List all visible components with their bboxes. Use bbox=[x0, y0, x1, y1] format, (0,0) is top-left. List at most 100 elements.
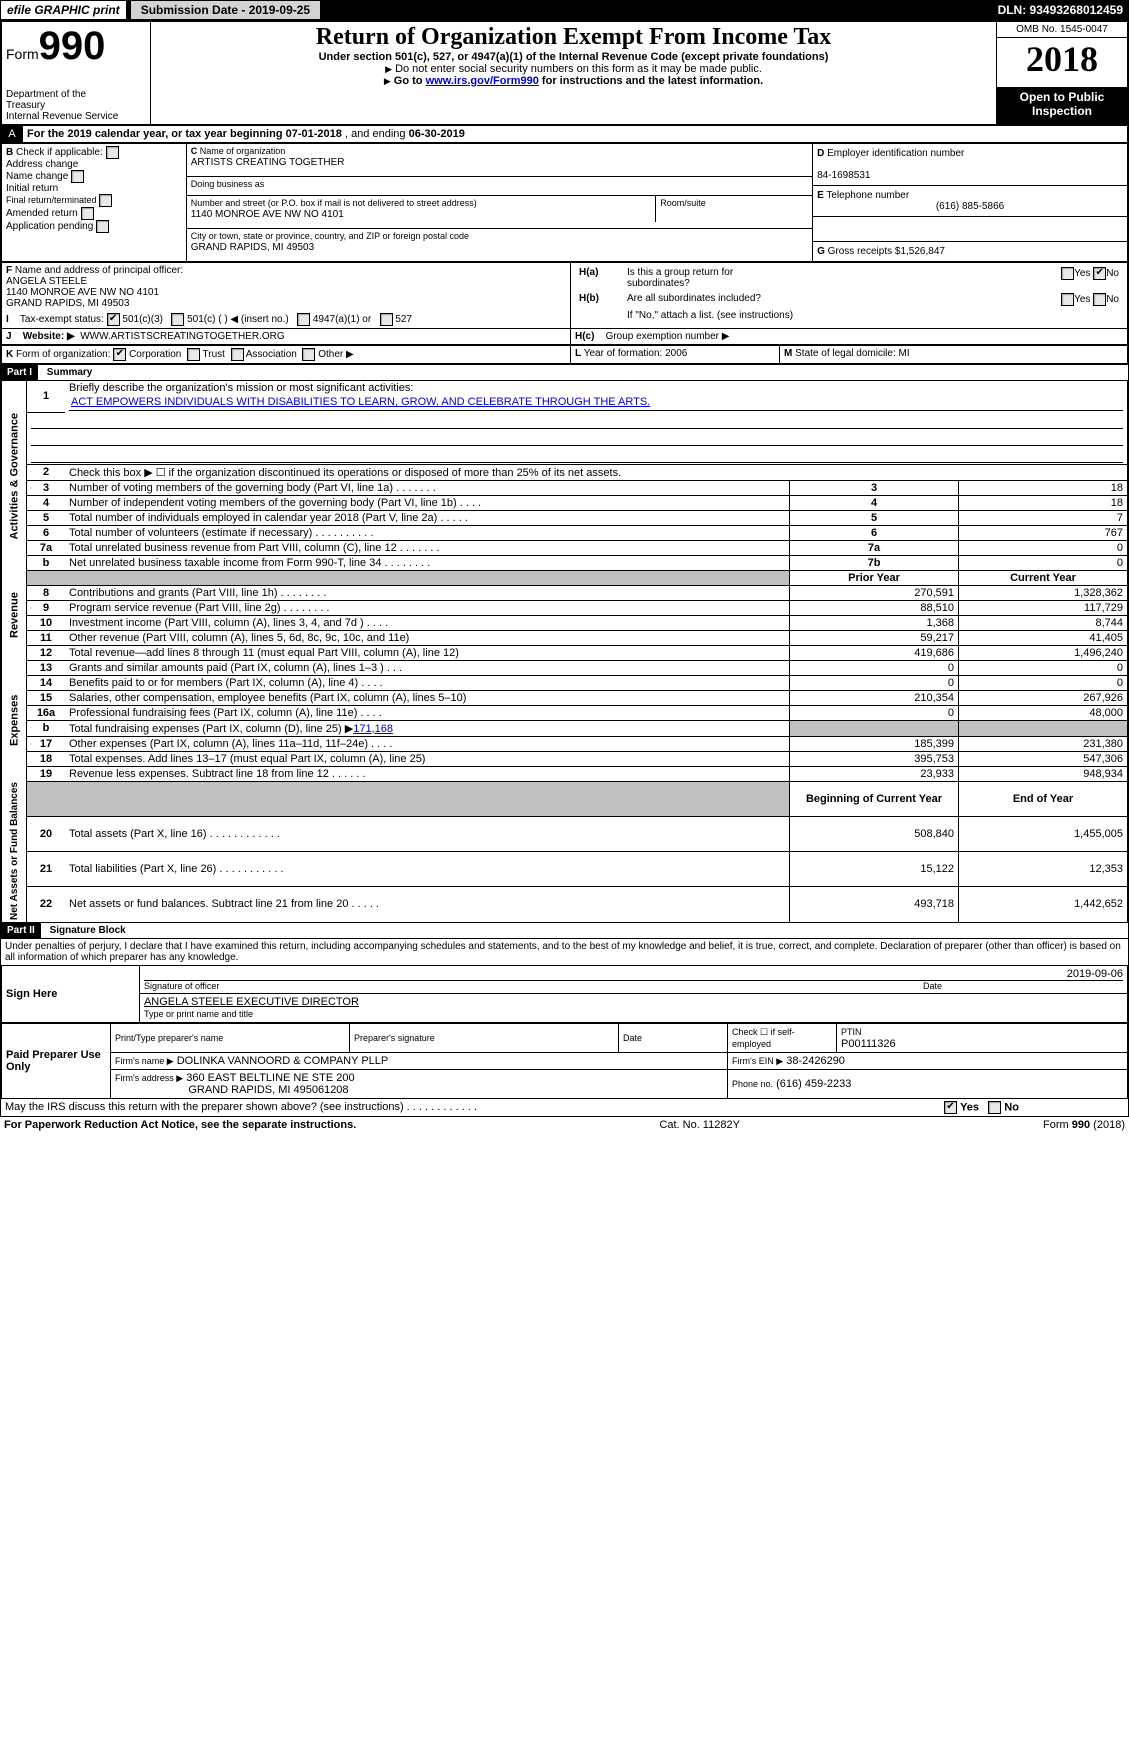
G-label: Gross receipts $ bbox=[828, 246, 901, 257]
exp-row-16b: bTotal fundraising expenses (Part IX, co… bbox=[2, 720, 1128, 736]
gov-row: 4Number of independent voting members of… bbox=[2, 495, 1128, 510]
sig-officer-label: Signature of officer bbox=[144, 981, 923, 991]
K-assoc[interactable] bbox=[231, 348, 244, 361]
C-label: Name of organization bbox=[200, 146, 286, 156]
gov-row: 6Total number of volunteers (estimate if… bbox=[2, 525, 1128, 540]
header-table: Form990 Department of the Treasury Inter… bbox=[1, 21, 1128, 125]
firm-addr1: 360 EAST BELTLINE NE STE 200 bbox=[186, 1072, 354, 1084]
ein: 84-1698531 bbox=[817, 170, 870, 181]
section-A: A bbox=[2, 126, 23, 143]
net-row: 21Total liabilities (Part X, line 26) . … bbox=[2, 852, 1128, 887]
side-revenue: Revenue bbox=[2, 570, 27, 660]
Hb: Are all subordinates included? bbox=[627, 293, 761, 304]
mission-text: ACT EMPOWERS INDIVIDUALS WITH DISABILITI… bbox=[69, 394, 1123, 411]
dept-line3: Internal Revenue Service bbox=[6, 111, 146, 122]
self-employed: Check ☐ if self-employed bbox=[732, 1027, 795, 1049]
rev-row: 9Program service revenue (Part VIII, lin… bbox=[2, 600, 1128, 615]
line16b-val[interactable]: 171,168 bbox=[353, 723, 393, 735]
signature-table: Sign Here 2019-09-06 Signature of office… bbox=[1, 965, 1128, 1023]
side-netassets: Net Assets or Fund Balances bbox=[2, 781, 27, 922]
check-addr[interactable] bbox=[106, 146, 119, 159]
Ha-yes[interactable] bbox=[1061, 267, 1074, 280]
form-title: Return of Organization Exempt From Incom… bbox=[155, 24, 992, 51]
B-opt4: Amended return bbox=[6, 208, 78, 219]
form-subtitle: Under section 501(c), 527, or 4947(a)(1)… bbox=[155, 51, 992, 63]
gross-receipts: 1,526,847 bbox=[900, 246, 945, 257]
eoy: End of Year bbox=[1013, 793, 1073, 805]
street-label: Number and street (or P.O. box if mail i… bbox=[191, 198, 477, 208]
footer-left: For Paperwork Reduction Act Notice, see … bbox=[4, 1119, 356, 1131]
side-expenses: Expenses bbox=[2, 660, 27, 781]
L-label: Year of formation: bbox=[584, 348, 663, 359]
Ha1: Is this a group return for bbox=[627, 267, 733, 278]
A-pre: For the 2019 calendar year, or tax year … bbox=[27, 128, 286, 140]
dba-label: Doing business as bbox=[191, 179, 265, 189]
footer: For Paperwork Reduction Act Notice, see … bbox=[0, 1117, 1129, 1133]
form-prefix: Form bbox=[6, 46, 39, 62]
footer-right: Form 990 (2018) bbox=[1043, 1119, 1125, 1131]
I-4947[interactable] bbox=[297, 313, 310, 326]
tax-year: 2018 bbox=[997, 38, 1127, 80]
B-opt1: Name change bbox=[6, 171, 68, 182]
K-trust[interactable] bbox=[187, 348, 200, 361]
discuss-text: May the IRS discuss this return with the… bbox=[5, 1101, 477, 1113]
A-mid: , and ending bbox=[345, 128, 409, 140]
street: 1140 MONROE AVE NW NO 4101 bbox=[191, 209, 344, 220]
discuss-no[interactable] bbox=[988, 1101, 1001, 1114]
I-527[interactable] bbox=[380, 313, 393, 326]
dept-line2: Treasury bbox=[6, 100, 146, 111]
line2: Check this box ▶ ☐ if the organization d… bbox=[65, 464, 1128, 480]
ptin-label: PTIN bbox=[841, 1027, 862, 1037]
part2-header: Part II bbox=[1, 923, 41, 938]
rev-row: 11Other revenue (Part VIII, column (A), … bbox=[2, 630, 1128, 645]
exp-row: 14Benefits paid to or for members (Part … bbox=[2, 675, 1128, 690]
M-val: MI bbox=[899, 348, 910, 359]
form-990: 990 bbox=[39, 24, 106, 68]
B-opt0: Address change bbox=[6, 159, 78, 170]
F-street: 1140 MONROE AVE NW NO 4101 bbox=[6, 287, 159, 298]
part1-title: Summary bbox=[41, 367, 93, 378]
I-501c3[interactable] bbox=[107, 313, 120, 326]
B-opt2: Initial return bbox=[6, 183, 58, 194]
check-final[interactable] bbox=[99, 194, 112, 207]
Hb-note: If "No," attach a list. (see instruction… bbox=[627, 310, 793, 321]
Hb-yes[interactable] bbox=[1061, 293, 1074, 306]
E-label: Telephone number bbox=[826, 190, 909, 201]
Hc: Group exemption number ▶ bbox=[606, 331, 730, 342]
check-pending[interactable] bbox=[96, 220, 109, 233]
exp-row: 18Total expenses. Add lines 13–17 (must … bbox=[2, 751, 1128, 766]
form-note2: Go to www.irs.gov/Form990 for instructio… bbox=[155, 75, 992, 87]
paid-preparer: Paid Preparer Use Only bbox=[2, 1023, 111, 1098]
rev-row: 8Contributions and grants (Part VIII, li… bbox=[2, 585, 1128, 600]
firm-name: DOLINKA VANNOORD & COMPANY PLLP bbox=[177, 1055, 389, 1067]
current-year: Current Year bbox=[1010, 572, 1076, 584]
gov-row: bNet unrelated business taxable income f… bbox=[2, 555, 1128, 570]
rev-row: 12Total revenue—add lines 8 through 11 (… bbox=[2, 645, 1128, 660]
officer-name: ANGELA STEELE EXECUTIVE DIRECTOR bbox=[144, 996, 359, 1008]
firm-phone: (616) 459-2233 bbox=[776, 1078, 851, 1090]
org-name: ARTISTS CREATING TOGETHER bbox=[191, 157, 345, 168]
sign-here: Sign Here bbox=[2, 965, 140, 1022]
L-val: 2006 bbox=[665, 348, 687, 359]
K-other[interactable] bbox=[302, 348, 315, 361]
discuss-yes[interactable] bbox=[944, 1101, 957, 1114]
bocy: Beginning of Current Year bbox=[806, 793, 942, 805]
check-name[interactable] bbox=[71, 170, 84, 183]
gov-row: 3Number of voting members of the governi… bbox=[2, 480, 1128, 495]
efile-label: efile GRAPHIC print bbox=[0, 0, 127, 20]
F-name: ANGELA STEELE bbox=[6, 276, 87, 287]
check-amend[interactable] bbox=[81, 207, 94, 220]
city-label: City or town, state or province, country… bbox=[191, 231, 469, 241]
irs-link[interactable]: www.irs.gov/Form990 bbox=[426, 75, 539, 87]
I-501c[interactable] bbox=[171, 313, 184, 326]
net-row: 22Net assets or fund balances. Subtract … bbox=[2, 887, 1128, 922]
Ha-no[interactable] bbox=[1093, 267, 1106, 280]
prep-name-label: Print/Type preparer's name bbox=[115, 1033, 223, 1043]
K-corp[interactable] bbox=[113, 348, 126, 361]
phone: (616) 885-5866 bbox=[817, 201, 1123, 212]
Hb-no[interactable] bbox=[1093, 293, 1106, 306]
exp-row: 15Salaries, other compensation, employee… bbox=[2, 690, 1128, 705]
form-number: Form990 bbox=[6, 24, 146, 69]
firm-ein: 38-2426290 bbox=[786, 1055, 845, 1067]
M-label: State of legal domicile: bbox=[795, 348, 896, 359]
